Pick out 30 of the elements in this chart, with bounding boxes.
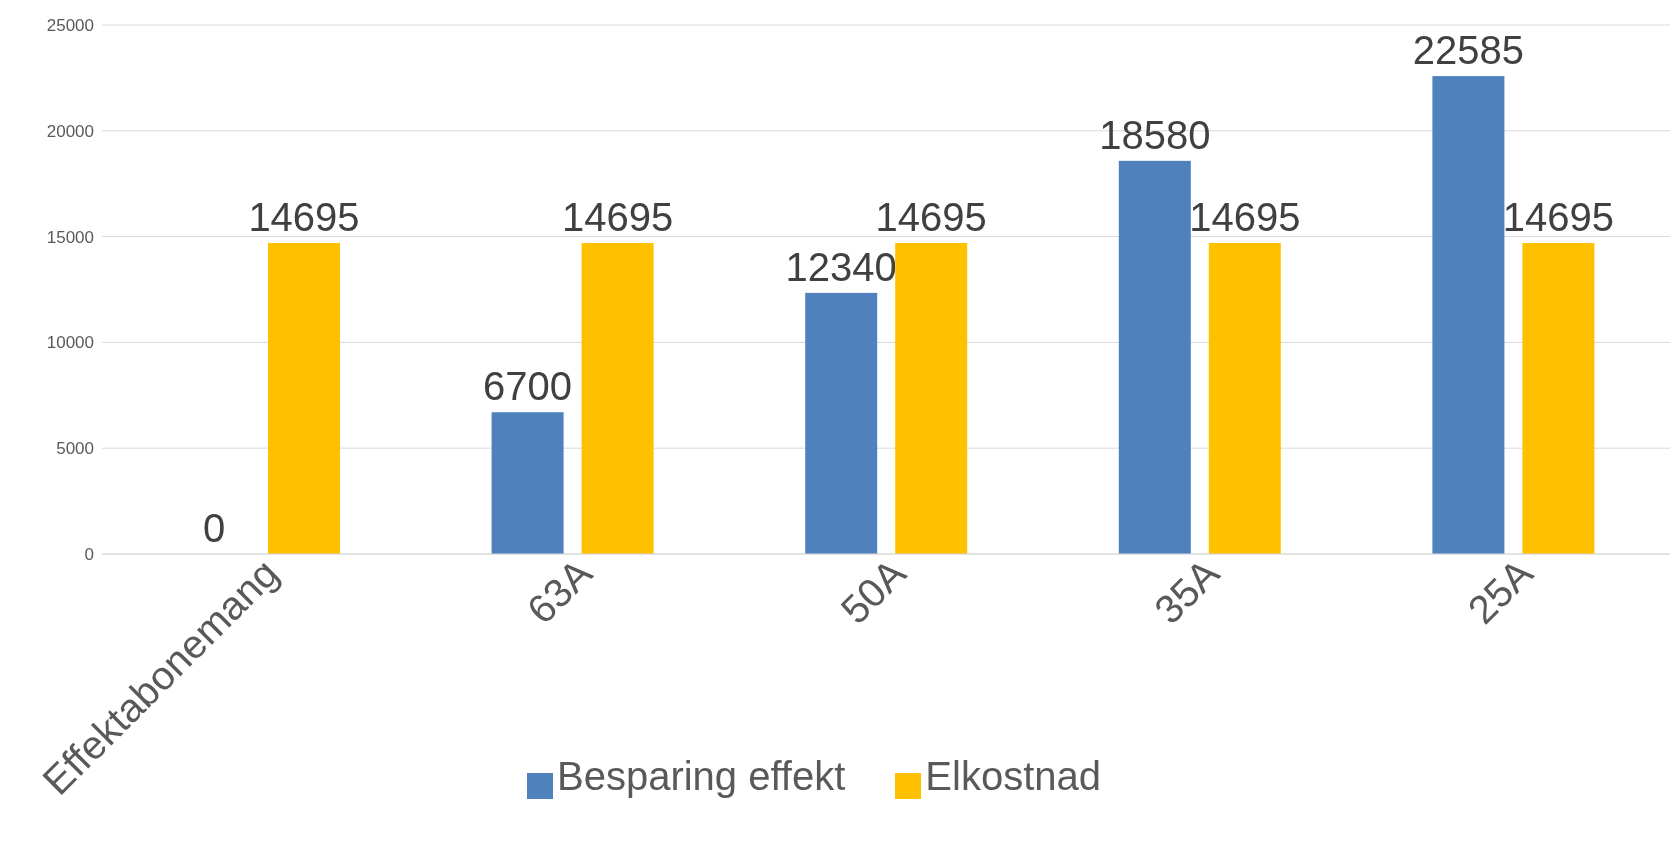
bar bbox=[268, 243, 340, 554]
bar bbox=[805, 292, 878, 554]
bar bbox=[1432, 76, 1505, 554]
data-label: 14695 bbox=[248, 195, 360, 240]
y-tick-label: 25000 bbox=[46, 16, 94, 36]
data-label: 22585 bbox=[1412, 28, 1525, 73]
y-tick-label: 20000 bbox=[46, 121, 94, 141]
y-tick-label: 0 bbox=[84, 545, 94, 565]
x-tick-label: 63A bbox=[518, 550, 601, 632]
data-label: 14695 bbox=[561, 195, 674, 240]
data-label: 14695 bbox=[875, 195, 987, 240]
data-label: 14695 bbox=[1502, 195, 1615, 240]
data-label: 18580 bbox=[1099, 112, 1211, 157]
bar bbox=[1522, 243, 1595, 554]
y-tick-label: 5000 bbox=[56, 439, 94, 459]
x-tick-label: 35A bbox=[1145, 550, 1228, 632]
bar bbox=[491, 412, 564, 554]
bar bbox=[895, 243, 968, 554]
legend-label: Besparing effekt bbox=[556, 754, 846, 798]
y-tick-label: 15000 bbox=[46, 227, 94, 247]
x-tick-label: 25A bbox=[1459, 550, 1542, 632]
x-tick-label: 50A bbox=[832, 550, 914, 632]
data-label: 6700 bbox=[483, 364, 573, 409]
bar bbox=[581, 243, 654, 554]
legend-label: Elkostnad bbox=[925, 754, 1101, 798]
y-tick-label: 10000 bbox=[46, 333, 94, 353]
data-label: 14695 bbox=[1189, 195, 1301, 240]
bar bbox=[1118, 160, 1191, 554]
data-label: 0 bbox=[202, 506, 226, 550]
bar bbox=[1208, 243, 1281, 554]
